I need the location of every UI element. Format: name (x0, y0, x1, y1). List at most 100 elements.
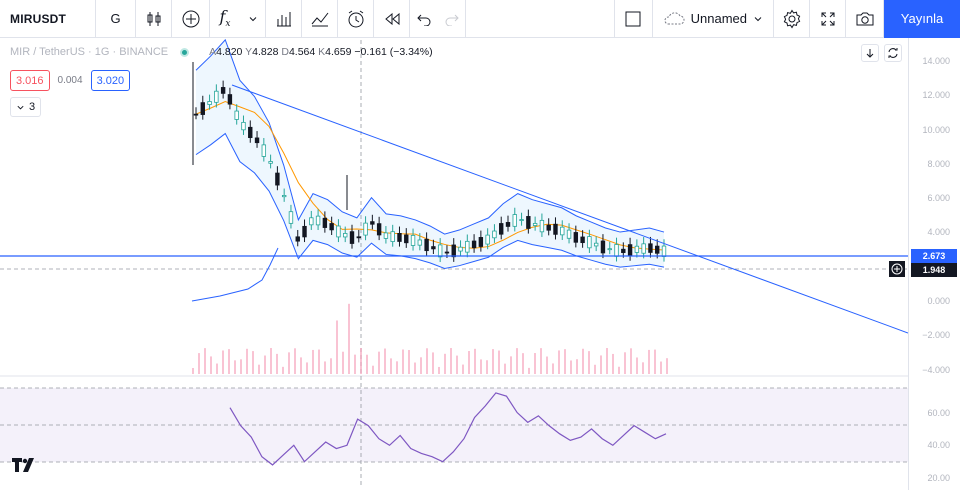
sell-button[interactable]: 3.016 (10, 70, 50, 91)
volume-bar (630, 348, 632, 374)
buy-button[interactable]: 3.020 (90, 70, 131, 91)
pane-down-button[interactable] (861, 44, 879, 62)
price-tick-label: 8.000 (927, 158, 950, 169)
volume-bar (456, 355, 458, 374)
publish-button[interactable]: Yayınla (884, 0, 960, 38)
multi-chart-button[interactable] (615, 0, 653, 38)
volume-bar (492, 349, 494, 374)
candle-body (390, 231, 395, 242)
volume-bar (582, 348, 584, 374)
volume-bar (288, 352, 290, 374)
settings-button[interactable] (774, 0, 810, 38)
tradingview-logo-icon (12, 458, 34, 472)
moving-average (195, 101, 665, 251)
candle-body (220, 87, 226, 94)
volume-bar (528, 367, 530, 374)
volume-bar (636, 357, 638, 374)
candle-body (519, 219, 524, 221)
candle-body (471, 240, 477, 249)
volume-bar (366, 354, 368, 374)
chart-type-button[interactable] (136, 0, 172, 38)
volume-bar (210, 356, 212, 374)
volume-bar (660, 361, 662, 374)
chevron-down-icon (17, 105, 24, 109)
price-tick-label: 6.000 (927, 193, 950, 204)
volume-bar (414, 362, 416, 374)
layout-name: Unnamed (690, 11, 747, 26)
plus-circle-icon (182, 10, 199, 27)
replay-button[interactable] (374, 0, 410, 38)
chevron-down-icon (754, 16, 762, 21)
volume-bar (576, 359, 578, 374)
volume-bar (594, 364, 596, 374)
candle-body (587, 236, 592, 249)
volume-bar (570, 360, 572, 374)
volume-bar (462, 364, 464, 374)
volume-bar (534, 353, 536, 374)
candle-body (593, 242, 599, 247)
candle-body (214, 90, 219, 103)
candle-body (431, 246, 436, 250)
volume-bar (522, 353, 524, 374)
fullscreen-button[interactable] (810, 0, 846, 38)
compare-button[interactable] (172, 0, 210, 38)
candle-body (241, 121, 246, 131)
volume-bar (612, 353, 614, 374)
volume-bar (546, 356, 548, 374)
candle-body (505, 222, 511, 227)
price-tick-label: −4.000 (922, 364, 950, 375)
candle-body (302, 225, 307, 238)
volume-bar (438, 366, 440, 374)
symbol-search-button[interactable]: MIRUSDT (0, 0, 96, 38)
add-alert-button[interactable] (889, 261, 905, 277)
volume-bar (474, 348, 476, 374)
snapshot-button[interactable] (846, 0, 884, 38)
symbol-legend[interactable]: MIR / TetherUS · 1G · BINANCE A4.820 Y4.… (10, 46, 433, 58)
candle-body (621, 248, 626, 254)
candle-body (329, 223, 334, 231)
candle-body (580, 236, 585, 244)
rsi-tick-label: 40.00 (927, 440, 950, 451)
layout-menu[interactable]: Unnamed (653, 0, 774, 38)
candle-body (275, 172, 280, 186)
redo-button[interactable] (438, 0, 466, 38)
templates-button[interactable] (266, 0, 302, 38)
candle-body (492, 230, 497, 239)
line-tools-button[interactable] (302, 0, 338, 38)
candle-body (309, 217, 314, 226)
indicators-dropdown[interactable] (240, 0, 266, 38)
volume-bar (654, 349, 656, 374)
spread-value: 0.004 (57, 75, 83, 86)
volume-bar (618, 366, 620, 374)
volume-bar (510, 356, 512, 374)
rsi-line (229, 392, 667, 466)
pane-reset-button[interactable] (884, 44, 902, 62)
redo-icon (445, 14, 459, 26)
indicators-button[interactable]: fx (210, 0, 240, 38)
candles-icon (147, 11, 160, 26)
candle-body (437, 244, 443, 258)
main-chart[interactable] (0, 38, 909, 490)
cloud-icon (664, 11, 685, 24)
candle-body (336, 225, 341, 238)
indicators-toggle[interactable]: 3 (10, 97, 42, 117)
tradingview-logo[interactable] (12, 458, 38, 477)
price-axis[interactable]: 14.00012.00010.0008.0006.0004.0002.0000.… (908, 38, 960, 490)
candle-body (356, 236, 361, 239)
candle-body (322, 217, 328, 228)
volume-bar (198, 353, 200, 374)
chart-area[interactable] (0, 38, 909, 490)
volume-bar (480, 359, 482, 374)
volume-bar (282, 366, 284, 374)
volume-bar (264, 355, 266, 374)
undo-button[interactable] (410, 0, 438, 38)
price-tick-label: 10.000 (922, 124, 950, 135)
alert-button[interactable] (338, 0, 374, 38)
candle-body (607, 248, 612, 251)
volume-bar (426, 348, 428, 374)
interval-button[interactable]: G (96, 0, 136, 38)
bollinger-upper (195, 38, 665, 235)
candle-body (261, 144, 267, 157)
volume-bar (642, 362, 644, 374)
candle-body (424, 238, 429, 252)
